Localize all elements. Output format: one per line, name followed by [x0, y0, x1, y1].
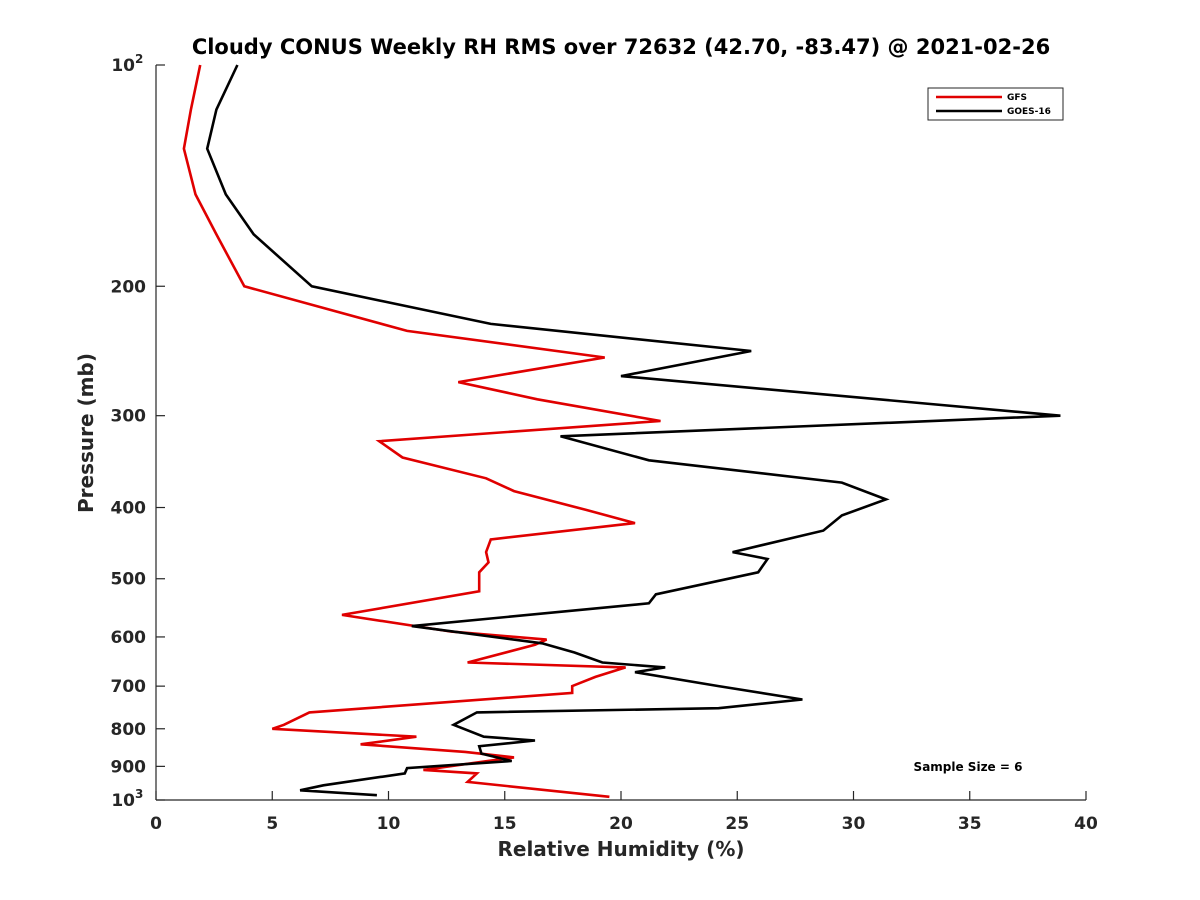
y-tick-label: 10	[111, 791, 135, 811]
legend-box	[927, 87, 1064, 121]
x-axis-label: Relative Humidity (%)	[497, 837, 744, 861]
y-tick-label: 400	[111, 499, 147, 519]
chart-title: Cloudy CONUS Weekly RH RMS over 72632 (4…	[192, 35, 1050, 59]
x-tick-label: 0	[150, 814, 162, 834]
series-layer	[182, 64, 1061, 799]
y-tick-label-exponent: 2	[135, 52, 143, 66]
x-tick-label: 40	[1074, 814, 1098, 834]
y-tick-label-exponent: 3	[135, 787, 143, 801]
y-tick-label: 10	[111, 56, 135, 76]
y-tick-label: 600	[111, 628, 147, 648]
x-tick-label: 10	[377, 814, 401, 834]
y-tick-label: 700	[111, 677, 147, 697]
x-tick-label: 20	[609, 814, 633, 834]
x-tick-label: 15	[493, 814, 517, 834]
legend-label-gfs: GFS	[1007, 93, 1027, 103]
x-tick-label: 25	[725, 814, 749, 834]
x-tick-label: 35	[958, 814, 982, 834]
legend-label-goes-16: GOES-16	[1007, 107, 1051, 117]
x-tick-label: 30	[842, 814, 866, 834]
sample-size-annotation: Sample Size = 6	[914, 760, 1023, 774]
x-tick-label: 5	[266, 814, 278, 834]
y-tick-label: 800	[111, 720, 147, 740]
y-tick-label: 900	[111, 757, 147, 777]
x-axis-ticks: 0 5 10 15 20 25 30 35 40	[150, 791, 1098, 834]
y-tick-label: 300	[111, 407, 147, 427]
series-line-gfs	[182, 64, 661, 799]
legend: GFS GOES-16	[927, 87, 1064, 121]
y-axis-label: Pressure (mb)	[74, 353, 98, 513]
y-tick-label: 500	[111, 570, 147, 590]
series-line-goes-16	[205, 64, 1061, 797]
y-tick-label: 200	[111, 277, 147, 297]
